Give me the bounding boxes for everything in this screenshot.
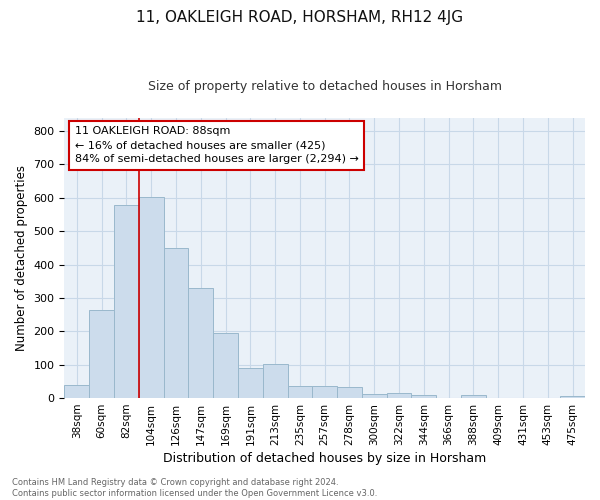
Bar [287,386,313,398]
Bar [412,394,436,398]
X-axis label: Distribution of detached houses by size in Horsham: Distribution of detached houses by size … [163,452,487,465]
Bar [89,310,114,398]
Bar [263,364,287,398]
Bar [362,394,386,398]
Bar [213,333,238,398]
Bar [238,368,263,398]
Text: 11 OAKLEIGH ROAD: 88sqm
← 16% of detached houses are smaller (425)
84% of semi-d: 11 OAKLEIGH ROAD: 88sqm ← 16% of detache… [75,126,359,164]
Y-axis label: Number of detached properties: Number of detached properties [15,165,28,351]
Bar [386,393,412,398]
Bar [64,386,89,398]
Bar [313,386,337,398]
Text: Contains HM Land Registry data © Crown copyright and database right 2024.
Contai: Contains HM Land Registry data © Crown c… [12,478,377,498]
Title: Size of property relative to detached houses in Horsham: Size of property relative to detached ho… [148,80,502,93]
Bar [560,396,585,398]
Bar [164,248,188,398]
Bar [139,197,164,398]
Bar [188,288,213,398]
Bar [337,387,362,398]
Bar [114,204,139,398]
Bar [461,396,486,398]
Text: 11, OAKLEIGH ROAD, HORSHAM, RH12 4JG: 11, OAKLEIGH ROAD, HORSHAM, RH12 4JG [136,10,464,25]
